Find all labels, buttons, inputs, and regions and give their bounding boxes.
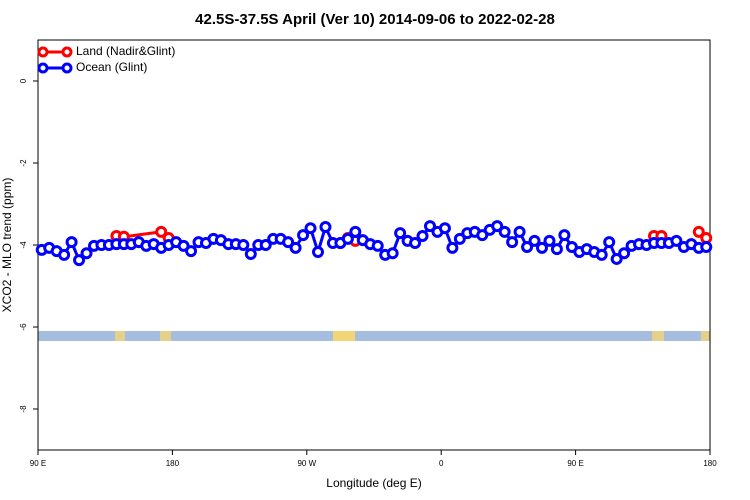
data-point: [312, 245, 324, 258]
data-point: [528, 234, 541, 247]
land-patch: [115, 331, 125, 341]
data-point: [73, 254, 86, 267]
legend-marker: [61, 46, 73, 58]
data-point: [536, 241, 548, 254]
data-point: [289, 241, 302, 254]
data-point: [394, 227, 407, 240]
data-point: [424, 220, 436, 233]
data-point: [595, 248, 608, 261]
x-tick-label: 180: [166, 459, 180, 468]
land-patch: [333, 331, 355, 341]
data-point: [692, 225, 705, 238]
data-point: [513, 225, 526, 238]
x-axis-label: Longitude (deg E): [326, 476, 421, 490]
data-point: [282, 236, 295, 249]
x-tick-label: 90 E: [30, 459, 46, 468]
data-point: [177, 239, 190, 252]
data-point: [349, 225, 362, 238]
data-point: [80, 247, 93, 260]
data-point: [670, 234, 683, 247]
x-tick-label: 180: [703, 459, 717, 468]
land-patch: [160, 331, 171, 341]
data-point: [453, 232, 466, 245]
data-point: [409, 236, 422, 249]
y-tick-label: -6: [19, 323, 28, 331]
data-point: [618, 247, 631, 260]
ocean-strip: [38, 331, 710, 341]
data-point: [506, 236, 519, 249]
legend-marker: [37, 46, 49, 58]
data-point: [297, 229, 310, 242]
legend-marker: [61, 62, 73, 74]
y-axis-label: XCO2 - MLO trend (ppm): [0, 178, 14, 313]
data-point: [259, 239, 272, 251]
land-patch: [652, 331, 664, 341]
data-point: [58, 248, 71, 261]
data-point: [185, 245, 198, 258]
data-point: [603, 236, 616, 249]
data-point: [416, 229, 429, 242]
data-point: [438, 222, 451, 235]
data-point: [371, 239, 384, 252]
data-point: [521, 241, 534, 254]
legend-label: Ocean (Glint): [76, 60, 147, 74]
data-point: [558, 229, 571, 242]
data-point: [610, 252, 623, 265]
data-point: [237, 239, 250, 251]
y-tick-label: -2: [19, 159, 28, 167]
x-tick-label: 0: [439, 459, 444, 468]
data-point: [65, 236, 78, 249]
data-point: [700, 241, 713, 254]
data-point: [476, 229, 489, 242]
data-point: [498, 225, 511, 238]
chart-title: 42.5S-37.5S April (Ver 10) 2014-09-06 to…: [195, 11, 555, 28]
y-tick-label: 0: [19, 78, 28, 83]
data-point: [446, 241, 459, 254]
y-tick-label: -4: [19, 241, 28, 249]
legend-label: Land (Nadir&Glint): [76, 44, 175, 58]
legend-marker: [37, 62, 49, 74]
y-tick-label: -8: [19, 405, 28, 413]
data-point: [491, 220, 504, 233]
x-tick-label: 90 E: [567, 459, 583, 468]
surface-strip: [38, 331, 710, 341]
data-point: [319, 220, 332, 233]
data-point: [386, 247, 399, 260]
x-tick-label: 90 W: [297, 459, 316, 468]
land-patch: [701, 331, 710, 341]
data-point: [543, 234, 556, 247]
data-point: [304, 222, 317, 235]
data-point: [155, 225, 168, 238]
data-point: [550, 243, 563, 256]
data-point: [244, 248, 257, 261]
data-point: [341, 232, 354, 245]
